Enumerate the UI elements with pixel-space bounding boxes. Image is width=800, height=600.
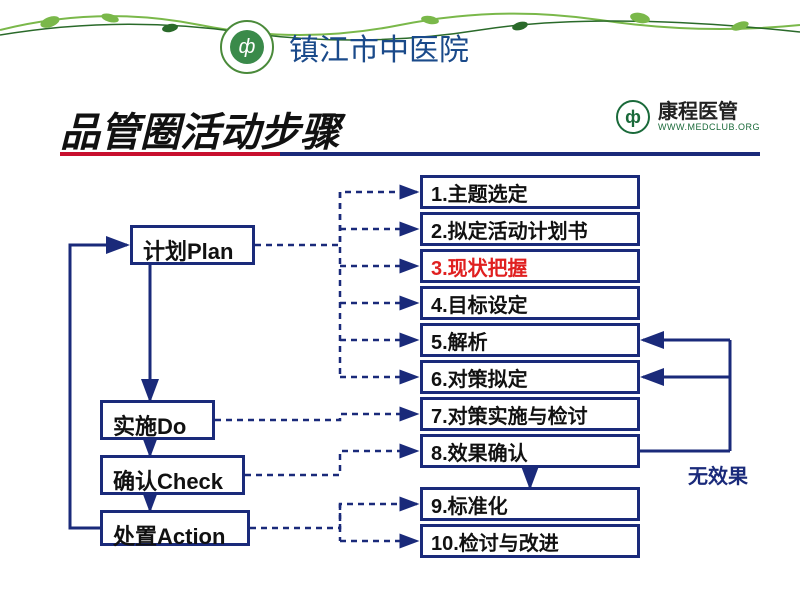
step-box-3: 3.现状把握 <box>420 249 640 283</box>
no-effect-label: 无效果 <box>688 460 748 489</box>
hospital-name: 镇江市中医院 <box>289 25 469 69</box>
page-title: 品管圈活动步骤 <box>60 100 340 158</box>
step-box-5: 5.解析 <box>420 323 640 357</box>
step-box-10: 10.检讨与改进 <box>420 524 640 558</box>
step-box-9: 9.标准化 <box>420 487 640 521</box>
title-rule-red <box>60 152 280 160</box>
step-box-6: 6.对策拟定 <box>420 360 640 394</box>
pdca-box-check: 确认Check <box>100 455 245 495</box>
sponsor-text: 康程医管 WWW.MEDCLUB.ORG <box>658 101 760 133</box>
sponsor-logo-icon: ф <box>616 100 650 134</box>
pdca-box-action: 处置Action <box>100 510 250 546</box>
sponsor-block: ф 康程医管 WWW.MEDCLUB.ORG <box>616 100 760 134</box>
header: ф 镇江市中医院 <box>220 20 469 74</box>
step-box-8: 8.效果确认 <box>420 434 640 468</box>
hospital-logo: ф <box>220 20 274 74</box>
hospital-logo-glyph: ф <box>230 30 264 64</box>
step-box-1: 1.主题选定 <box>420 175 640 209</box>
sponsor-url: WWW.MEDCLUB.ORG <box>658 123 760 133</box>
step-box-7: 7.对策实施与检讨 <box>420 397 640 431</box>
pdca-box-do: 实施Do <box>100 400 215 440</box>
pdca-box-plan: 计划Plan <box>130 225 255 265</box>
step-box-2: 2.拟定活动计划书 <box>420 212 640 246</box>
step-box-4: 4.目标设定 <box>420 286 640 320</box>
sponsor-name: 康程医管 <box>658 101 760 123</box>
